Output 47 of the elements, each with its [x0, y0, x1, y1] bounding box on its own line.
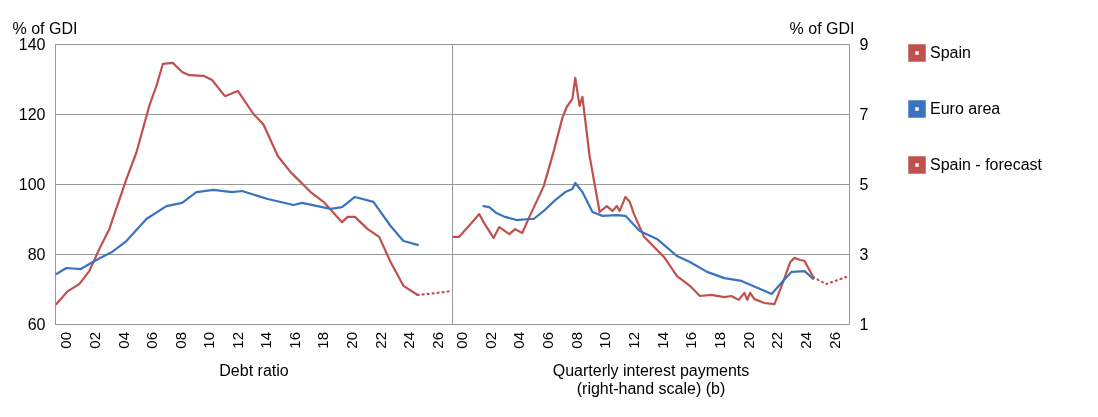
y-tick-label: 7: [859, 105, 869, 123]
x-tick-label: 08: [171, 332, 189, 349]
legend-label: Spain - forecast: [930, 156, 1043, 173]
x-tick-label: 10: [200, 332, 218, 349]
legend-label: Spain: [930, 44, 971, 61]
x-tick-label: 22: [371, 332, 389, 349]
x-tick-label: 20: [739, 332, 757, 349]
x-tick-label: 12: [625, 332, 643, 349]
y-tick-label: 5: [859, 175, 869, 193]
line-series: [482, 181, 815, 295]
x-tick-label: 00: [57, 332, 75, 349]
x-tick-label: 06: [143, 332, 161, 349]
x-tick-label: 18: [314, 332, 332, 349]
y-axis-title: % of GDI: [12, 19, 78, 37]
y-axis-title: % of GDI: [789, 19, 855, 37]
x-tick-label: 02: [481, 332, 499, 349]
x-tick-label: 12: [228, 332, 246, 349]
x-tick-label: 14: [257, 332, 275, 349]
x-tick-label: 22: [768, 332, 786, 349]
x-tick-label: 02: [85, 332, 103, 349]
x-axis-title: Debt ratio: [219, 361, 289, 379]
y-tick-label: 3: [859, 245, 869, 263]
x-tick-label: 00: [453, 332, 471, 349]
x-tick-label: 16: [285, 332, 303, 349]
x-tick-label: 10: [596, 332, 614, 349]
x-tick-label: 04: [114, 332, 132, 349]
x-tick-label: 08: [567, 332, 585, 349]
y-tick-label: 120: [18, 105, 46, 123]
y-tick-label: 140: [18, 35, 46, 53]
y-tick-label: 60: [27, 315, 46, 333]
x-tick-label: 06: [539, 332, 557, 349]
legend-label: Euro area: [930, 100, 1001, 117]
y-tick-label: 80: [27, 245, 46, 263]
x-tick-label: 16: [682, 332, 700, 349]
x-tick-label: 18: [711, 332, 729, 349]
line-series: [55, 188, 419, 276]
x-tick-label: 04: [510, 332, 528, 349]
y-tick-label: 1: [859, 315, 869, 333]
x-tick-label: 26: [428, 332, 446, 349]
y-tick-label: 100: [18, 175, 46, 193]
x-tick-label: 24: [797, 332, 814, 349]
x-tick-label: 14: [653, 332, 671, 349]
y-tick-label: 9: [859, 35, 869, 53]
x-tick-label: 24: [400, 332, 418, 349]
x-tick-label: 26: [825, 332, 843, 349]
x-tick-label: 20: [343, 332, 361, 349]
x-axis-title: Quarterly interest payments (right-hand scale) (b): [552, 361, 750, 397]
